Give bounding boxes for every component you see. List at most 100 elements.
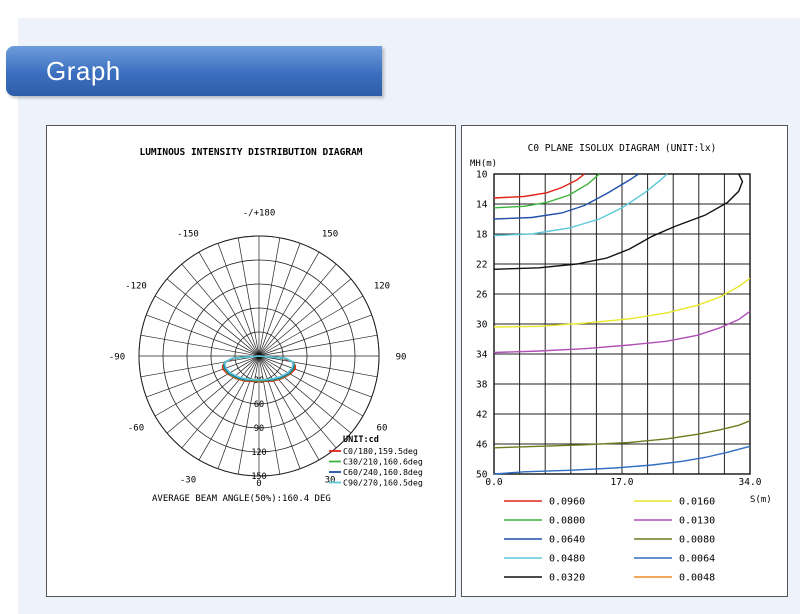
polar-spoke [258,355,378,378]
polar-spoke [258,295,364,357]
isolux-y-tick: 26 [476,290,488,301]
polar-spoke [217,243,260,357]
polar-spoke [198,251,260,357]
isolux-series-curve [493,173,585,199]
polar-spoke [258,355,352,434]
isolux-x-tick: 0.0 [485,477,502,488]
isolux-legend-label: 0.0960 [549,497,585,508]
polar-spoke [258,314,372,357]
polar-spoke [154,355,260,417]
polar-angle-label: -90 [109,353,125,363]
isolux-series-curve [493,173,639,220]
polar-spoke [237,237,260,357]
isolux-series-curve [493,310,751,354]
polar-legend-label: C0/180,159.5deg [343,446,418,456]
isolux-series-curve [493,420,751,449]
polar-radial-label: 90 [254,424,264,434]
isolux-chart-panel: C0 PLANE ISOLUX DIAGRAM (UNIT:lx) MH(m) 10… [461,125,788,597]
isolux-x-tick: 17.0 [611,477,634,488]
isolux-y-tick: 46 [476,440,488,451]
polar-unit-label: UNIT:cd [343,435,379,445]
isolux-chart: C0 PLANE ISOLUX DIAGRAM (UNIT:lx) MH(m)10… [470,143,772,584]
polar-angle-label: 0 [256,479,261,489]
polar-spoke [140,355,260,378]
isolux-legend-label: 0.0064 [679,554,715,565]
polar-spoke [181,355,260,449]
isolux-y-tick: 14 [476,200,488,211]
isolux-ylabel: MH(m) [470,159,497,169]
polar-spoke [258,355,364,417]
polar-spoke [258,251,320,357]
isolux-legend-label: 0.0800 [549,516,585,527]
isolux-y-tick: 42 [476,410,487,421]
polar-spoke [258,278,352,357]
isolux-series-curve [493,173,668,237]
polar-spoke [217,355,260,469]
polar-spoke [258,237,281,357]
polar-angle-label: 150 [322,230,338,240]
isolux-legend-label: 0.0640 [549,535,585,546]
luminous-intensity-chart: LUMINOUS INTENSITY DISTRIBUTION DIAGRAM -… [109,147,423,504]
polar-angle-label: -30 [180,475,196,485]
polar-angle-label: -150 [177,230,199,240]
isolux-chart-title: C0 PLANE ISOLUX DIAGRAM (UNIT:lx) [528,143,717,154]
polar-spoke [154,295,260,357]
isolux-series-curve [493,173,744,270]
isolux-plot-frame [493,173,751,475]
polar-spoke [258,355,281,475]
polar-spoke [166,278,260,357]
isolux-y-tick: 34 [476,350,488,361]
isolux-legend-label: 0.0080 [679,535,715,546]
polar-spoke [258,355,320,461]
isolux-y-tick: 10 [476,170,488,181]
polar-spoke [258,243,301,357]
polar-angle-label: -/+180 [243,209,276,219]
polar-angle-label: 120 [374,282,390,292]
polar-radial-label: 120 [251,448,266,458]
polar-spoke [237,355,260,475]
isolux-legend-label: 0.0160 [679,497,715,508]
isolux-x-tick: 34.0 [739,477,762,488]
average-beam-angle: AVERAGE BEAM ANGLE(50%):160.4 DEG [152,494,331,504]
polar-angle-label: 30 [325,475,336,485]
polar-spoke [181,263,260,357]
isolux-y-tick: 22 [476,260,487,271]
isolux-y-tick: 50 [476,470,488,481]
polar-legend-label: C60/240,160.8deg [343,467,423,477]
isolux-y-tick: 18 [476,230,488,241]
polar-radial-label: 0 [256,352,261,362]
section-title: Graph [46,56,121,86]
polar-spoke [258,334,378,357]
isolux-legend-label: 0.0320 [549,573,585,584]
polar-radial-label: 150 [251,472,266,482]
polar-angle-label: -120 [125,282,147,292]
isolux-y-tick: 38 [476,380,488,391]
polar-angle-label: 90 [396,353,407,363]
polar-spoke [258,263,337,357]
polar-spoke [258,355,372,398]
polar-legend-label: C30/210,160.6deg [343,457,423,467]
polar-spoke [198,355,260,461]
polar-spoke [146,355,260,398]
isolux-series-curve [493,445,751,475]
isolux-series-curve [493,173,600,209]
section-banner: Graph [6,46,382,96]
polar-chart-title: LUMINOUS INTENSITY DISTRIBUTION DIAGRAM [139,147,362,158]
polar-series-curve [224,355,294,381]
isolux-legend-label: 0.0048 [679,573,715,584]
polar-spoke [166,355,260,434]
isolux-legend-label: 0.0130 [679,516,715,527]
isolux-series-curve [493,277,751,328]
polar-spoke [140,334,260,357]
polar-angle-label: -60 [128,424,144,434]
polar-angle-label: 60 [377,424,388,434]
isolux-y-tick: 30 [476,320,488,331]
polar-spoke [258,355,301,469]
polar-spoke [146,314,260,357]
isolux-xlabel: S(m) [750,495,772,505]
isolux-legend-label: 0.0480 [549,554,585,565]
polar-radial-label: 60 [254,400,264,410]
polar-legend-label: C90/270,160.5deg [343,478,423,488]
polar-chart-panel: LUMINOUS INTENSITY DISTRIBUTION DIAGRAM -… [46,125,456,597]
polar-spoke [258,355,337,449]
